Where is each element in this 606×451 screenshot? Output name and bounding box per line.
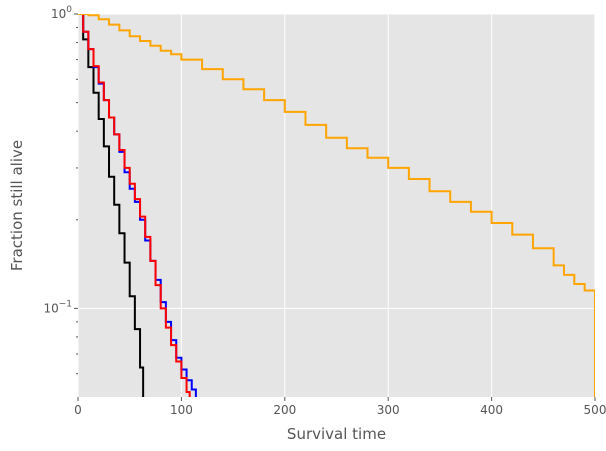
x-tick-label: 100	[170, 403, 193, 417]
y-tick-label: 10−1	[43, 299, 72, 315]
series-line-1	[78, 14, 145, 397]
series-line-4	[78, 14, 595, 397]
plot-area	[78, 14, 595, 397]
x-tick-label: 500	[584, 403, 606, 417]
y-tick-label: 100	[51, 5, 72, 21]
x-tick-label: 300	[377, 403, 400, 417]
y-axis-label: Fraction still alive	[8, 140, 26, 271]
x-tick-label: 200	[273, 403, 296, 417]
x-axis-label: Survival time	[287, 425, 386, 443]
x-tick-label: 400	[480, 403, 503, 417]
x-tick-label: 0	[74, 403, 82, 417]
series-line-3	[78, 14, 191, 397]
